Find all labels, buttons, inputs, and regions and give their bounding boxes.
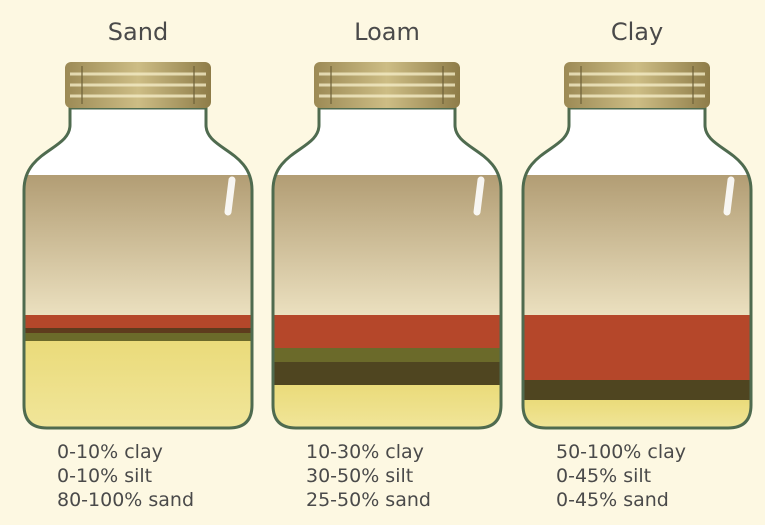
composition-line: 0-10% clay — [57, 441, 163, 463]
composition-line: 50-100% clay — [556, 441, 686, 463]
composition-line: 80-100% sand — [57, 489, 194, 511]
jar-title: Sand — [108, 18, 168, 46]
page: Sand 0-10% clay 0-10% silt 80-100% sand … — [0, 0, 765, 525]
composition-line: 25-50% sand — [306, 489, 431, 511]
jar-title: Clay — [611, 18, 663, 46]
jar-clay: Clay 50-100% clay 0-45% silt 0-45% sand — [521, 18, 753, 511]
composition-line: 0-10% silt — [57, 465, 152, 487]
soil-jars-diagram: Sand 0-10% clay 0-10% silt 80-100% sand … — [0, 0, 765, 525]
jar-loam: Loam 10-30% clay 30-50% silt 25-50% sand — [271, 18, 503, 511]
jar-sand: Sand 0-10% clay 0-10% silt 80-100% sand — [22, 18, 254, 511]
jar-title: Loam — [354, 18, 420, 46]
composition-line: 0-45% silt — [556, 465, 651, 487]
composition-line: 30-50% silt — [306, 465, 413, 487]
composition-line: 0-45% sand — [556, 489, 669, 511]
composition-line: 10-30% clay — [306, 441, 424, 463]
